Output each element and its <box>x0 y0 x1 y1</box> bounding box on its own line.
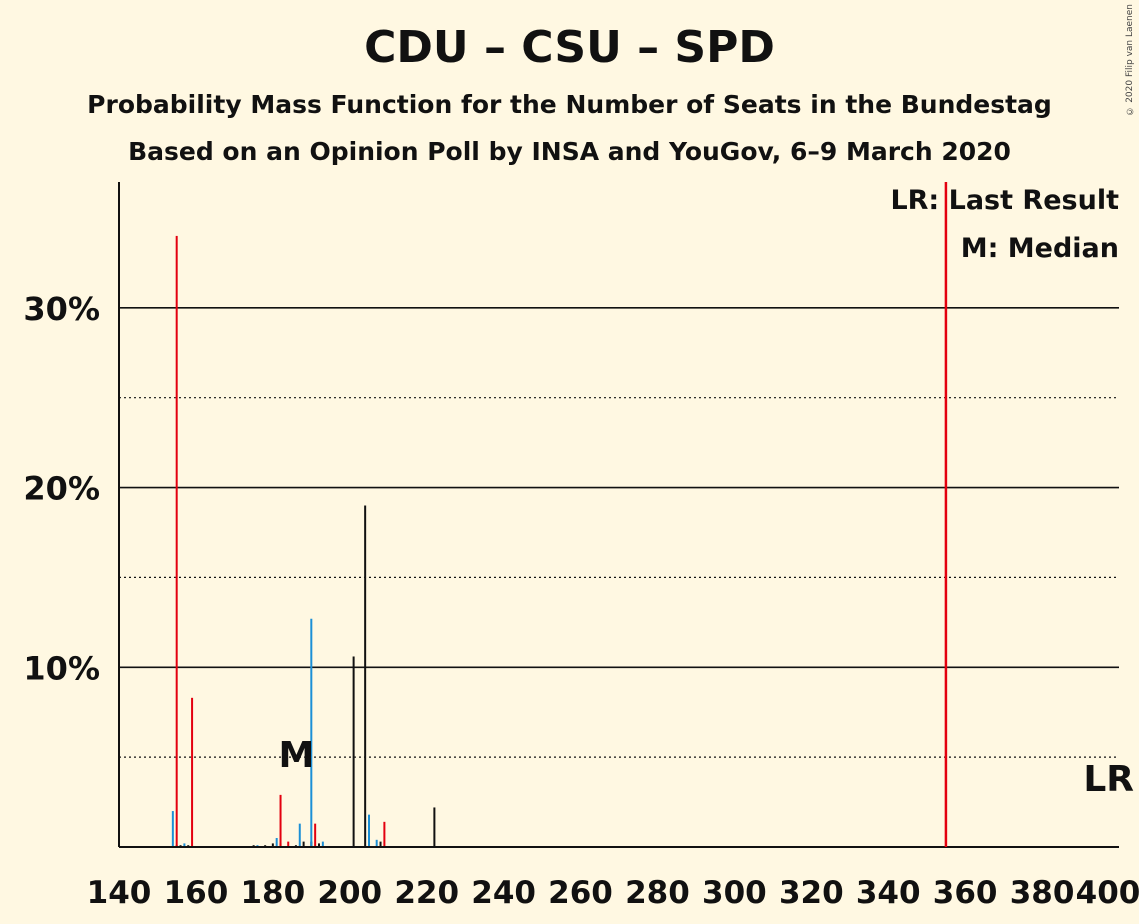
x-tick-label: 400 <box>1076 875 1139 911</box>
x-tick-label: 340 <box>856 875 921 911</box>
bar-csu-181 <box>275 838 278 847</box>
bar-csu-193 <box>321 841 324 847</box>
bar-spd-159 <box>191 697 194 847</box>
bar-spd-184 <box>287 841 290 847</box>
y-axis-ticks: 10% 20% 30% <box>23 290 100 687</box>
x-tick-label: 140 <box>87 875 152 911</box>
x-tick-label: 160 <box>164 875 229 911</box>
bar-csu-190 <box>310 618 313 847</box>
x-tick-label: 220 <box>394 875 459 911</box>
bar-spd-209 <box>383 821 386 847</box>
last-result-marker: LR <box>1083 759 1134 800</box>
legend-median: M: Median <box>961 233 1119 264</box>
x-tick-label: 280 <box>625 875 690 911</box>
bar-cdu-222 <box>433 807 436 847</box>
bar-cdu-188 <box>302 841 305 847</box>
bar-spd-155 <box>175 235 178 847</box>
chart-subtitle: Probability Mass Function for the Number… <box>87 90 1052 119</box>
bar-csu-187 <box>298 823 301 847</box>
y-tick-label: 10% <box>23 649 100 687</box>
bar-csu-157 <box>183 843 186 847</box>
bar-spd-182 <box>279 794 282 847</box>
chart-title: CDU – CSU – SPD <box>364 22 775 73</box>
bars <box>171 235 436 847</box>
x-tick-label: 380 <box>1010 875 1075 911</box>
x-axis-ticks: 140 160 180 200 220 240 260 280 300 320 340 360 380 4… <box>87 875 1139 911</box>
x-tick-label: 240 <box>471 875 536 911</box>
x-tick-label: 180 <box>240 875 305 911</box>
bar-cdu-201 <box>352 656 355 847</box>
y-tick-label: 20% <box>23 470 100 508</box>
bar-cdu-180 <box>271 843 274 847</box>
bar-csu-154 <box>171 811 174 847</box>
y-tick-label: 30% <box>23 290 100 328</box>
bar-csu-207 <box>375 839 378 847</box>
bar-cdu-208 <box>379 841 382 847</box>
x-tick-label: 360 <box>933 875 998 911</box>
bar-cdu-192 <box>318 843 320 847</box>
x-tick-label: 200 <box>317 875 382 911</box>
x-tick-label: 260 <box>548 875 613 911</box>
legend-last-result: LR: Last Result <box>890 185 1119 216</box>
bar-spd-191 <box>314 823 317 847</box>
gridlines <box>119 307 1119 758</box>
chart-subtitle-source: Based on an Opinion Poll by INSA and You… <box>128 137 1011 166</box>
x-tick-label: 320 <box>779 875 844 911</box>
x-tick-label: 300 <box>702 875 767 911</box>
median-marker: M <box>279 735 315 776</box>
bar-cdu-204 <box>364 505 367 847</box>
bar-csu-205 <box>368 814 370 847</box>
